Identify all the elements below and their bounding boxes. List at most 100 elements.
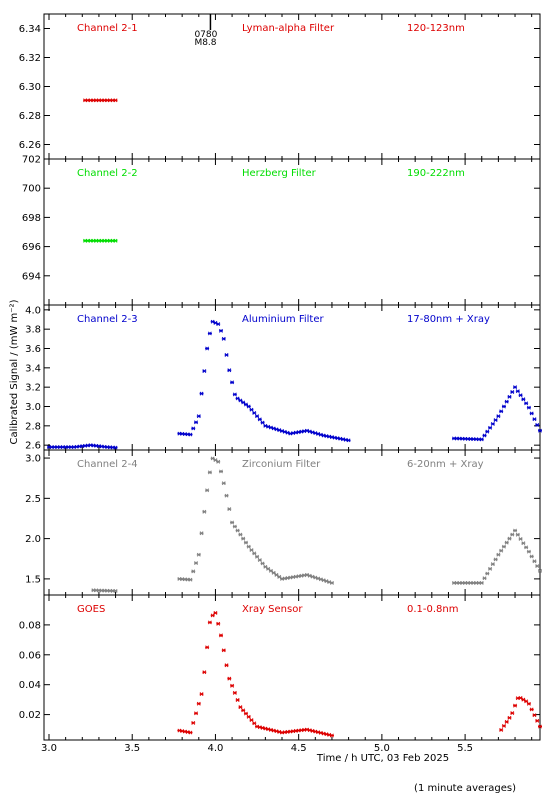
panel-5-point (218, 633, 223, 638)
panel-2-band-label: 190-222nm (407, 168, 465, 179)
panel-3-point (199, 391, 204, 396)
panel-5-point (224, 663, 229, 668)
panel-3-frame (43, 304, 541, 451)
panel-4-point (235, 528, 240, 533)
panel-3-point (232, 392, 237, 397)
panel-4-point (249, 548, 254, 552)
panel-4-point (493, 557, 498, 562)
panel-4-ytick-label: 3.0 (25, 454, 41, 465)
panel-3-point (482, 433, 487, 438)
panel-2-ytick-label: 700 (22, 184, 41, 195)
panel-3-point (532, 417, 537, 422)
x-tick-label: 3.5 (124, 743, 140, 754)
panel-3-point (518, 393, 523, 398)
panel-1-series (83, 98, 118, 103)
panel-5-ytick-label: 0.04 (19, 680, 41, 691)
panel-4-point (191, 569, 196, 574)
panel-3-point (343, 437, 348, 442)
panel-4-point (188, 577, 193, 582)
x-tick-label: 3.0 (41, 743, 57, 754)
panel-5-ytick-label: 0.06 (19, 650, 41, 661)
panel-3-point (218, 328, 223, 333)
panel-2-filter-label: Herzberg Filter (242, 168, 317, 179)
panel-2-ytick-label: 702 (22, 155, 41, 166)
panel-3-point (479, 437, 484, 442)
panel-3-point (221, 336, 226, 341)
panel-3-point (329, 435, 334, 440)
panel-3-point (230, 380, 235, 385)
panel-4-point (205, 488, 210, 493)
panel-3-point (243, 402, 248, 407)
panel-1-ytick-label: 6.28 (19, 111, 41, 122)
panel-4-point (268, 568, 273, 573)
panel-3-point (188, 432, 193, 437)
panel-5-point (196, 701, 201, 706)
panel-4-point (218, 469, 223, 474)
panel-5-point (507, 715, 512, 720)
panel-3: 2.6 2.8 3.0 3.2 3.4 3.6 3.8 4.0 Channel 2-3 Alumi… (25, 304, 542, 452)
panel-1-band-label: 120-123nm (407, 23, 465, 34)
panel-3-ytick-label: 4.0 (25, 305, 41, 316)
panel-4-point (227, 507, 232, 512)
panel-5-ytick-label: 0.02 (19, 710, 41, 721)
panel-4-point (488, 566, 493, 571)
panel-3-point (488, 425, 493, 430)
panel-4-point (113, 589, 118, 593)
panel-5-point (513, 703, 518, 708)
panel-4-point (263, 564, 268, 569)
panel-3-point (338, 436, 343, 441)
panel-4-ytick-label: 2.0 (25, 534, 41, 545)
panel-3-point (510, 390, 515, 394)
panel-4: 1.5 2.0 2.5 3.0 Channel 2-4 Zirconium Filter 6… (25, 449, 542, 596)
panel-3-ytick-label: 3.2 (25, 383, 41, 394)
panel-4-point (538, 568, 542, 573)
panel-5-point (205, 645, 210, 650)
panel-1-ytick-label: 6.32 (19, 53, 41, 64)
panel-3-ytick-label: 3.8 (25, 325, 41, 336)
panel-3-point (241, 400, 246, 405)
panel-5-point (532, 713, 537, 718)
panel-3-point (202, 369, 207, 374)
panel-3-series (46, 319, 542, 450)
panel-3-point (501, 404, 506, 409)
panel-4-point (490, 562, 495, 567)
panel-5-point (499, 728, 504, 732)
panel-4-point (501, 544, 506, 549)
panel-3-point (341, 437, 346, 442)
panel-3-point (485, 429, 490, 434)
panel-3-point (526, 405, 531, 410)
panel-5-band-label: 0.1-0.8nm (407, 604, 459, 615)
panel-5-point (194, 711, 199, 716)
panel-4-point (485, 571, 490, 576)
panel-3-point (224, 352, 229, 357)
panel-4-ytick-label: 2.5 (25, 494, 41, 505)
panel-5-point (249, 718, 254, 723)
panel-4-point (216, 459, 221, 464)
panel-3-point (321, 433, 326, 438)
panel-3-ytick-label: 2.8 (25, 421, 41, 432)
panel-3-point (216, 322, 221, 327)
panel-3-filter-label: Aluminium Filter (242, 314, 325, 325)
panel-3-point (499, 409, 504, 414)
panel-4-point (243, 540, 248, 545)
panel-1-filter-label: Lyman-alpha Filter (242, 23, 335, 34)
panel-5-series (177, 610, 542, 738)
panel-4-point (504, 540, 509, 545)
panel-3-point (327, 434, 332, 439)
panel-3-point (191, 426, 196, 431)
panel-5-point (207, 620, 212, 625)
panel-3-point (257, 417, 262, 422)
panel-5-channel-label: GOES (77, 604, 105, 615)
panel-5-point (246, 714, 251, 719)
panel-1-ytick-label: 6.30 (19, 82, 41, 93)
panel-5: 0.02 0.04 0.06 0.08 GOES Xray Sensor 0.1-0.8nm (19, 594, 542, 741)
flare-marker-class: M8.8 (194, 38, 216, 48)
panel-3-point (249, 407, 254, 412)
panel-3-ytick-label: 3.4 (25, 363, 41, 374)
panel-3-point (513, 385, 518, 390)
panel-4-point (202, 509, 207, 514)
panel-3-band-label: 17-80nm + Xray (407, 314, 490, 325)
panel-3-channel-label: Channel 2-3 (77, 314, 138, 325)
panel-5-point (238, 705, 243, 710)
panel-5-point (230, 683, 235, 688)
